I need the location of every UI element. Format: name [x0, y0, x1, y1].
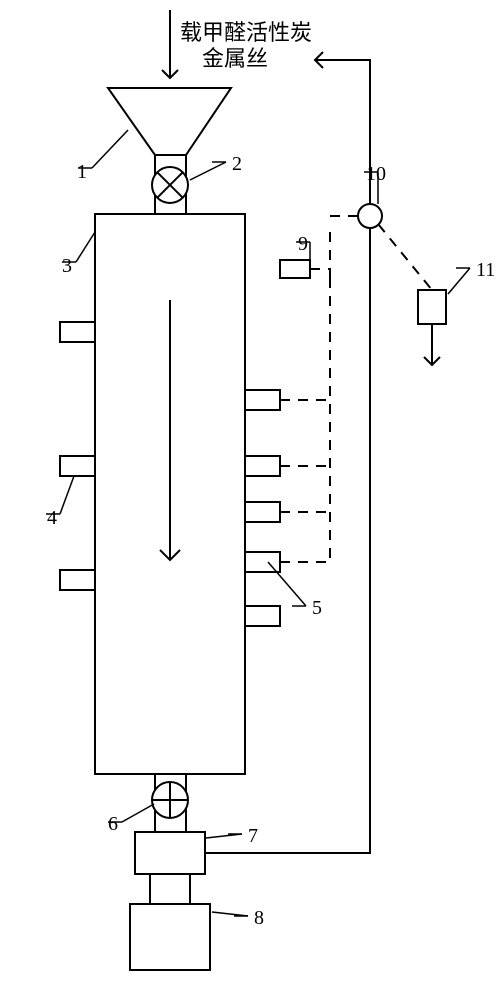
- label-7: 7: [248, 825, 258, 847]
- box-8: [130, 904, 210, 970]
- title-line1: 载甲醛活性炭: [180, 20, 312, 45]
- label-4: 4: [47, 507, 57, 529]
- label-10: 10: [366, 163, 386, 185]
- title-line2: 金属丝: [202, 46, 268, 71]
- leader-line: [60, 476, 74, 514]
- branch-to-11: [378, 224, 432, 290]
- label-5: 5: [312, 597, 322, 619]
- right-port: [245, 390, 280, 410]
- label-1: 1: [77, 161, 87, 183]
- label-9: 9: [298, 233, 308, 255]
- right-port: [245, 606, 280, 626]
- left-port: [60, 322, 95, 342]
- label-2: 2: [232, 153, 242, 175]
- label-11: 11: [476, 259, 495, 281]
- left-port: [60, 570, 95, 590]
- leader-line: [190, 162, 226, 180]
- box-7: [135, 832, 205, 874]
- sampling-header: [280, 260, 310, 278]
- label-8: 8: [254, 907, 264, 929]
- hopper: [108, 88, 231, 155]
- leader-line: [448, 268, 470, 294]
- leader-line: [76, 232, 95, 262]
- label-6: 6: [108, 813, 118, 835]
- right-port: [245, 502, 280, 522]
- leader-line: [122, 804, 154, 822]
- label-3: 3: [62, 255, 72, 277]
- left-port: [60, 456, 95, 476]
- right-port: [245, 456, 280, 476]
- leader-line: [268, 562, 306, 606]
- recycle-line-upper: [315, 60, 370, 204]
- leader-line: [92, 130, 128, 168]
- box-11: [418, 290, 446, 324]
